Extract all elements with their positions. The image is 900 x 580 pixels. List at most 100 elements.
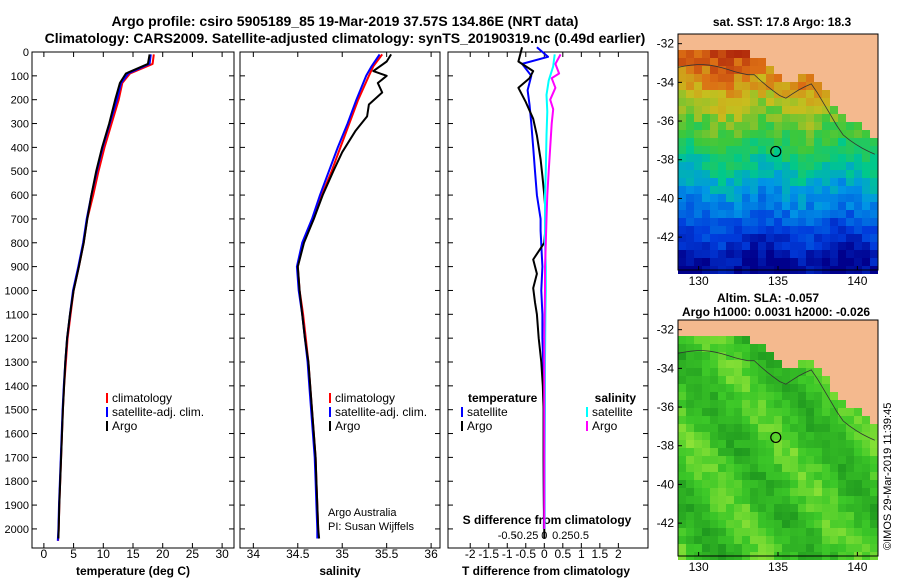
map-cell <box>742 360 750 368</box>
map-cell <box>742 202 750 210</box>
map-cell <box>790 130 798 138</box>
map-cell <box>702 154 710 162</box>
map-cell <box>686 146 694 154</box>
map-cell <box>838 440 846 448</box>
map-cell <box>814 504 822 512</box>
map-cell <box>710 392 718 400</box>
map-cell <box>822 376 830 384</box>
x-axis-title: T difference from climatology <box>462 564 630 578</box>
map-cell <box>774 250 782 258</box>
map-cell <box>678 456 686 464</box>
map-cell <box>806 448 814 456</box>
map-cell <box>726 242 734 250</box>
depth-tick-label: 1500 <box>5 405 29 417</box>
map-cell <box>790 234 798 242</box>
map-cell <box>790 424 798 432</box>
map-cell <box>686 170 694 178</box>
map-cell <box>798 258 806 266</box>
map-cell <box>750 392 758 400</box>
map-cell <box>822 424 830 432</box>
map-cell <box>710 106 718 114</box>
map-cell <box>814 178 822 186</box>
map-cell <box>678 106 686 114</box>
map-cell <box>742 480 750 488</box>
map-cell <box>774 544 782 552</box>
map-cell <box>678 440 686 448</box>
map-cell <box>694 114 702 122</box>
map-cell <box>710 528 718 536</box>
map-cell <box>726 488 734 496</box>
map-cell <box>678 432 686 440</box>
map-cell <box>806 408 814 416</box>
map-cell <box>710 480 718 488</box>
map-cell <box>782 162 790 170</box>
map-cell <box>718 98 726 106</box>
map-cell <box>830 178 838 186</box>
depth-tick-label: 1200 <box>5 333 29 345</box>
map-cell <box>758 114 766 122</box>
map-cell <box>710 122 718 130</box>
map-x-tick-label: 135 <box>768 274 788 288</box>
map-cell <box>790 186 798 194</box>
map-cell <box>790 416 798 424</box>
map-cell <box>798 146 806 154</box>
map-cell <box>726 528 734 536</box>
map-cell <box>870 424 878 432</box>
map-cell <box>814 448 822 456</box>
map-cell <box>774 496 782 504</box>
map-cell <box>838 234 846 242</box>
map-cell <box>702 408 710 416</box>
x-tick-label: 0 <box>41 547 48 561</box>
map-cell <box>750 250 758 258</box>
map-cell <box>838 528 846 536</box>
map-cell <box>854 194 862 202</box>
map-cell <box>782 528 790 536</box>
map-cell <box>862 202 870 210</box>
map-cell <box>758 496 766 504</box>
map-cell <box>854 178 862 186</box>
map-cell <box>774 226 782 234</box>
map-cell <box>758 226 766 234</box>
map-cell <box>790 122 798 130</box>
map-cell <box>838 114 846 122</box>
map-cell <box>758 352 766 360</box>
map-cell <box>758 178 766 186</box>
map-cell <box>870 234 878 242</box>
map-cell <box>750 400 758 408</box>
map-cell <box>782 234 790 242</box>
map-cell <box>862 488 870 496</box>
map-cell <box>694 194 702 202</box>
map-cell <box>710 154 718 162</box>
map-cell <box>750 66 758 74</box>
map-cell <box>790 90 798 98</box>
map-cell <box>766 392 774 400</box>
map-cell <box>822 210 830 218</box>
map-cell <box>726 122 734 130</box>
map-cell <box>854 170 862 178</box>
map-cell <box>758 520 766 528</box>
map-cell <box>822 130 830 138</box>
map-cell <box>710 98 718 106</box>
map-cell <box>774 154 782 162</box>
map-cell <box>758 98 766 106</box>
header-line1: Argo profile: csiro 5905189_85 19-Mar-20… <box>112 13 579 29</box>
credit-text: ©IMOS 29-Mar-2019 11:39:45 <box>882 403 894 550</box>
map-cell <box>806 368 814 376</box>
map-cell <box>854 528 862 536</box>
map-cell <box>694 512 702 520</box>
map-cell <box>798 504 806 512</box>
map-cell <box>862 448 870 456</box>
map-panel-1: 130 135 140 -32 -34 -36 -38 -40 -42 <box>657 319 879 574</box>
map-cell <box>702 376 710 384</box>
map-cell <box>790 408 798 416</box>
map-cell <box>870 210 878 218</box>
map-cell <box>678 536 686 544</box>
map-cell <box>838 138 846 146</box>
map-cell <box>870 456 878 464</box>
map-cell <box>718 448 726 456</box>
map-cell <box>686 178 694 186</box>
map-cell <box>686 360 694 368</box>
map-cell <box>718 154 726 162</box>
map-cell <box>686 384 694 392</box>
map-cell <box>822 448 830 456</box>
